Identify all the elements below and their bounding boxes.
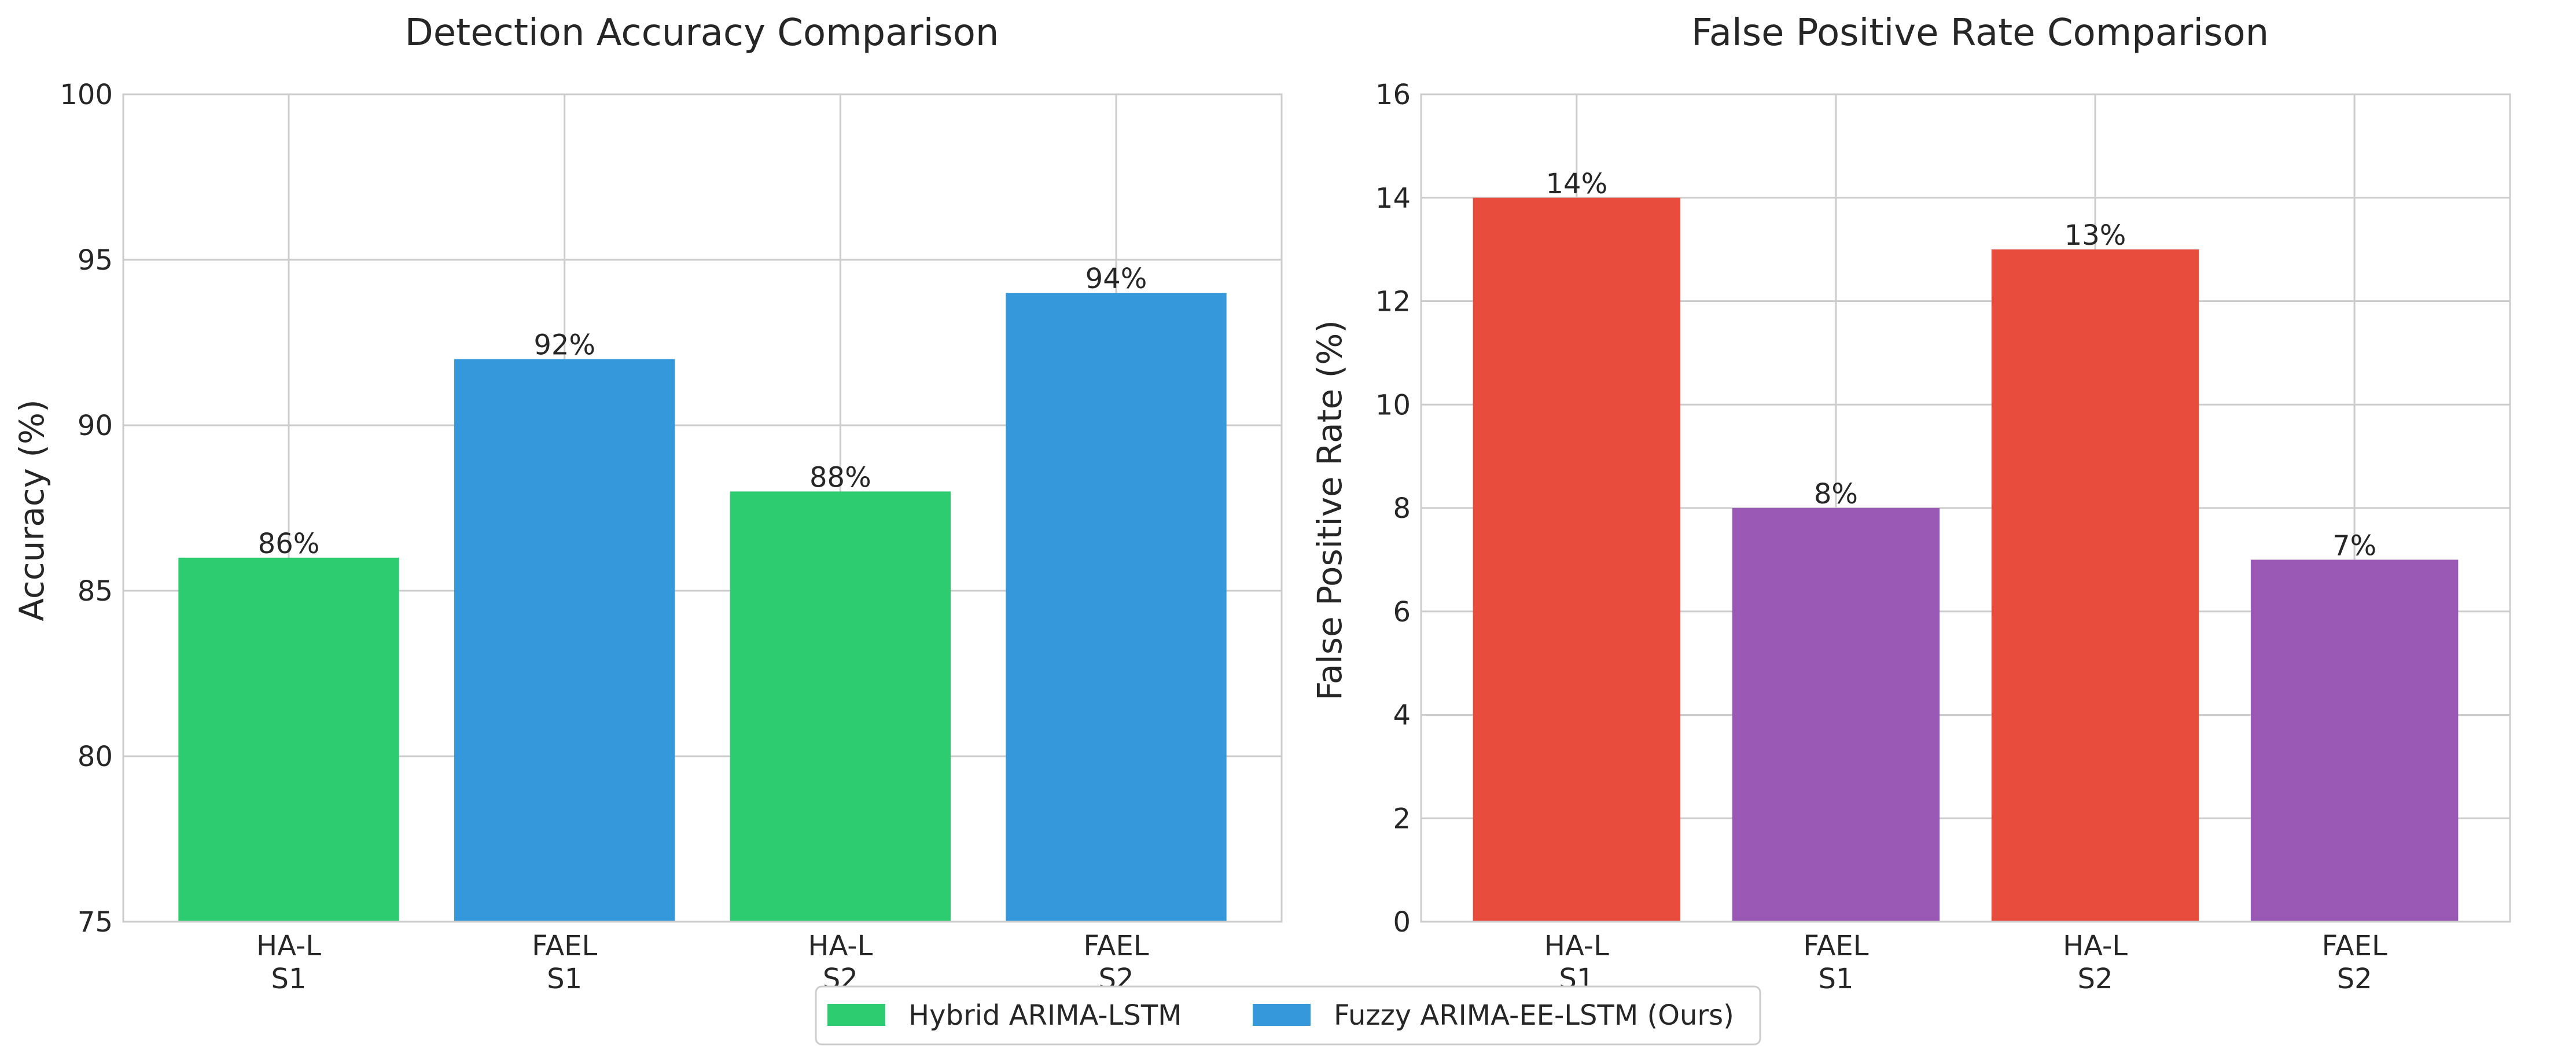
legend-swatch-fuzzy [1253, 1004, 1311, 1026]
false-positive-bar-value-label: 7% [2332, 529, 2376, 562]
false-positive-bar [2250, 560, 2459, 922]
false-positive-x-tick-label: HA-L [2063, 930, 2128, 962]
false-positive-bar [1473, 197, 1681, 922]
false-positive-y-tick-label: 0 [1393, 906, 1411, 938]
accuracy-y-tick-label: 80 [78, 741, 113, 773]
false-positive-bar [1732, 508, 1940, 922]
accuracy-chart: Detection Accuracy Comparison Accuracy (… [12, 12, 1283, 995]
accuracy-y-axis-label: Accuracy (%) [12, 399, 51, 621]
false-positive-bar-value-label: 13% [2065, 219, 2126, 252]
accuracy-chart-title: Detection Accuracy Comparison [405, 12, 999, 54]
false-positive-bar [1991, 249, 2199, 922]
false-positive-x-tick-label: FAEL [2322, 930, 2387, 962]
accuracy-y-tick-label: 90 [78, 410, 113, 442]
accuracy-x-tick-label: FAEL [1083, 930, 1149, 962]
false-positive-x-tick-label: S1 [1818, 963, 1853, 995]
false-positive-x-tick-label: S2 [2078, 963, 2113, 995]
accuracy-bar [1006, 293, 1227, 922]
false-positive-y-tick-label: 12 [1375, 286, 1411, 318]
accuracy-x-tick-label: S1 [547, 963, 582, 995]
accuracy-bar-value-label: 86% [258, 528, 320, 560]
false-positive-y-tick-label: 6 [1393, 596, 1411, 628]
false-positive-bars: 14% 8% 13% 7% [1473, 168, 2459, 922]
legend-swatch-hybrid [827, 1004, 885, 1026]
false-positive-plot-frame [1420, 93, 2511, 923]
legend-label-hybrid: Hybrid ARIMA-LSTM [908, 999, 1182, 1032]
false-positive-bar-value-label: 8% [1814, 478, 1858, 510]
accuracy-bar [730, 491, 951, 922]
accuracy-x-tick-label: S1 [271, 963, 306, 995]
false-positive-y-axis-label: False Positive Rate (%) [1310, 320, 1349, 701]
accuracy-bar-value-label: 88% [809, 461, 871, 494]
false-positive-x-tick-label: FAEL [1803, 930, 1868, 962]
false-positive-y-tick-label: 8 [1393, 492, 1411, 525]
accuracy-y-tick-label: 85 [78, 575, 113, 608]
accuracy-bar-value-label: 92% [533, 329, 595, 362]
accuracy-x-tick-label: HA-L [256, 930, 321, 962]
accuracy-bar [454, 359, 675, 922]
accuracy-bars: 86% 92% 88% 94% [178, 263, 1227, 922]
accuracy-bar [178, 557, 399, 922]
accuracy-y-tick-label: 75 [78, 906, 113, 938]
accuracy-x-tick-label: FAEL [532, 930, 597, 962]
false-positive-chart-title: False Positive Rate Comparison [1691, 12, 2269, 54]
accuracy-y-tick-label: 100 [60, 79, 113, 111]
false-positive-y-tick-label: 10 [1375, 389, 1411, 421]
false-positive-x-tick-label: HA-L [1544, 930, 1609, 962]
false-positive-x-tick-label: S2 [2337, 963, 2372, 995]
false-positive-bar-value-label: 14% [1546, 168, 1608, 200]
accuracy-plot-frame [122, 93, 1283, 923]
false-positive-y-tick-label: 14 [1375, 182, 1411, 215]
false-positive-chart: False Positive Rate Comparison False Pos… [1310, 12, 2511, 995]
accuracy-y-tick-label: 95 [78, 244, 113, 277]
accuracy-x-tick-label: HA-L [808, 930, 873, 962]
legend-label-fuzzy: Fuzzy ARIMA-EE-LSTM (Ours) [1334, 999, 1734, 1032]
accuracy-bar-value-label: 94% [1085, 263, 1147, 295]
false-positive-y-tick-label: 16 [1375, 79, 1411, 111]
false-positive-y-tick-label: 4 [1393, 700, 1411, 732]
false-positive-y-tick-label: 2 [1393, 803, 1411, 835]
legend: Hybrid ARIMA-LSTM Fuzzy ARIMA-EE-LSTM (O… [815, 985, 1761, 1046]
